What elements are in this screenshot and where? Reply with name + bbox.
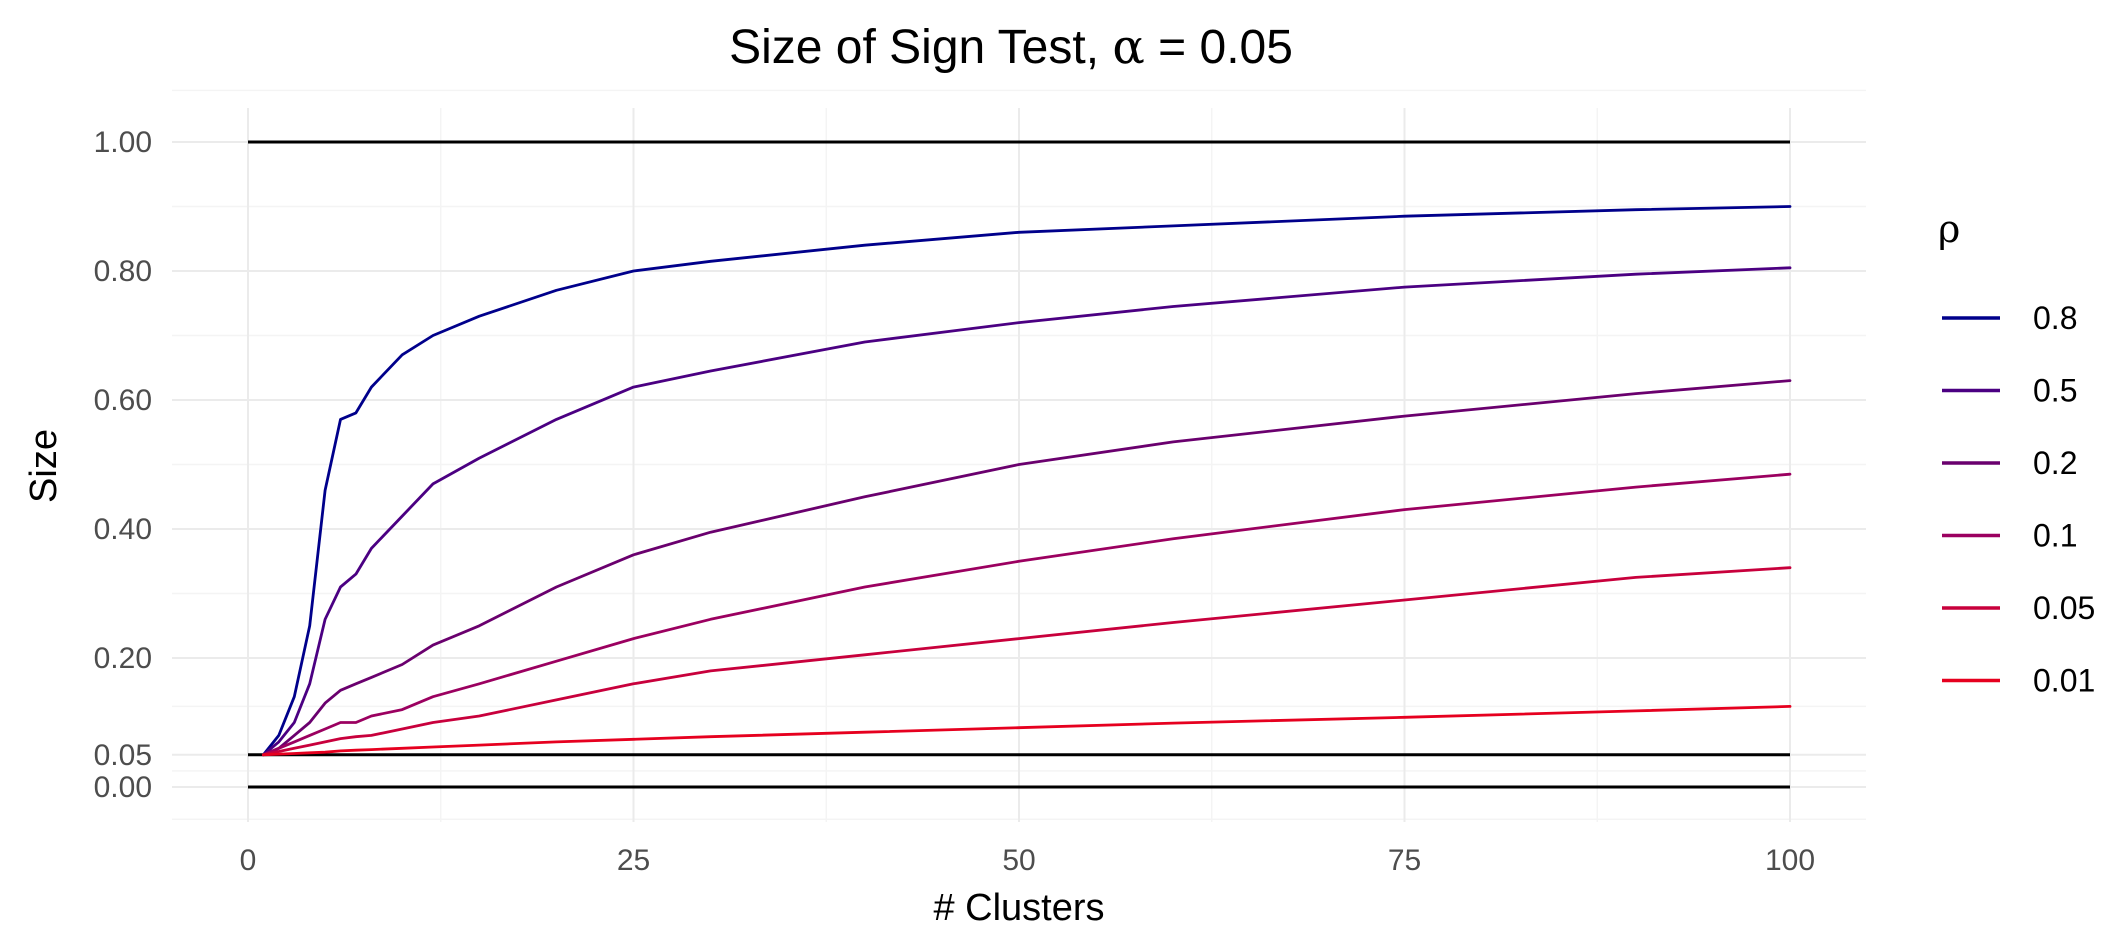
- legend-item: 0.2: [1942, 445, 2077, 481]
- chart-title: Size of Sign Test, α = 0.05: [729, 19, 1293, 75]
- y-tick-label: 0.20: [94, 642, 152, 675]
- legend-label: 0.1: [2033, 518, 2077, 554]
- legend-label: 0.05: [2033, 590, 2095, 626]
- y-tick-label: 1.00: [94, 126, 152, 159]
- reference-lines: [248, 140, 1790, 789]
- legend-label: 0.5: [2033, 373, 2077, 409]
- x-axis-title: # Clusters: [933, 887, 1104, 929]
- x-tick-label: 0: [240, 844, 257, 877]
- series-line-rho-0.05: [261, 566, 1792, 757]
- legend-item: 0.05: [1942, 590, 2095, 626]
- y-tick-label: 0.00: [94, 771, 152, 804]
- legend-label: 0.8: [2033, 300, 2077, 336]
- legend-label: 0.01: [2033, 663, 2095, 699]
- chart-title-prefix: Size of Sign Test,: [729, 21, 1112, 74]
- y-tick-label: 0.60: [94, 384, 152, 417]
- y-axis-ticks: 0.000.05 0.20 0.40 0.60 0.80 1.00: [94, 126, 152, 804]
- y-tick-label: 0.05: [94, 739, 152, 772]
- x-tick-label: 25: [617, 844, 650, 877]
- legend: 0.8 0.5 0.2 0.1 0.05 0.01: [1942, 300, 2095, 699]
- x-tick-label: 100: [1765, 844, 1815, 877]
- legend-item: 0.5: [1942, 373, 2077, 409]
- x-tick-label: 75: [1388, 844, 1421, 877]
- legend-item: 0.1: [1942, 518, 2077, 554]
- chart-title-suffix: = 0.05: [1145, 21, 1293, 74]
- chart-title-symbol: α: [1112, 19, 1144, 75]
- series-line-rho-0.1: [261, 472, 1792, 757]
- legend-item: 0.01: [1942, 663, 2095, 699]
- series-line-rho-0.5: [261, 266, 1792, 757]
- legend-label: 0.2: [2033, 445, 2077, 481]
- series-lines: [261, 205, 1792, 757]
- x-axis-ticks: 0 25 50 75 100: [240, 844, 1815, 877]
- series-line-rho-0.2: [261, 379, 1792, 757]
- legend-title: ρ: [1938, 207, 1960, 251]
- y-tick-label: 0.80: [94, 255, 152, 288]
- x-tick-label: 50: [1002, 844, 1035, 877]
- y-tick-label: 0.40: [94, 513, 152, 546]
- series-line-rho-0.8: [261, 205, 1792, 757]
- series-line-rho-0.01: [261, 705, 1792, 757]
- y-axis-title: Size: [23, 429, 65, 503]
- legend-item: 0.8: [1942, 300, 2077, 336]
